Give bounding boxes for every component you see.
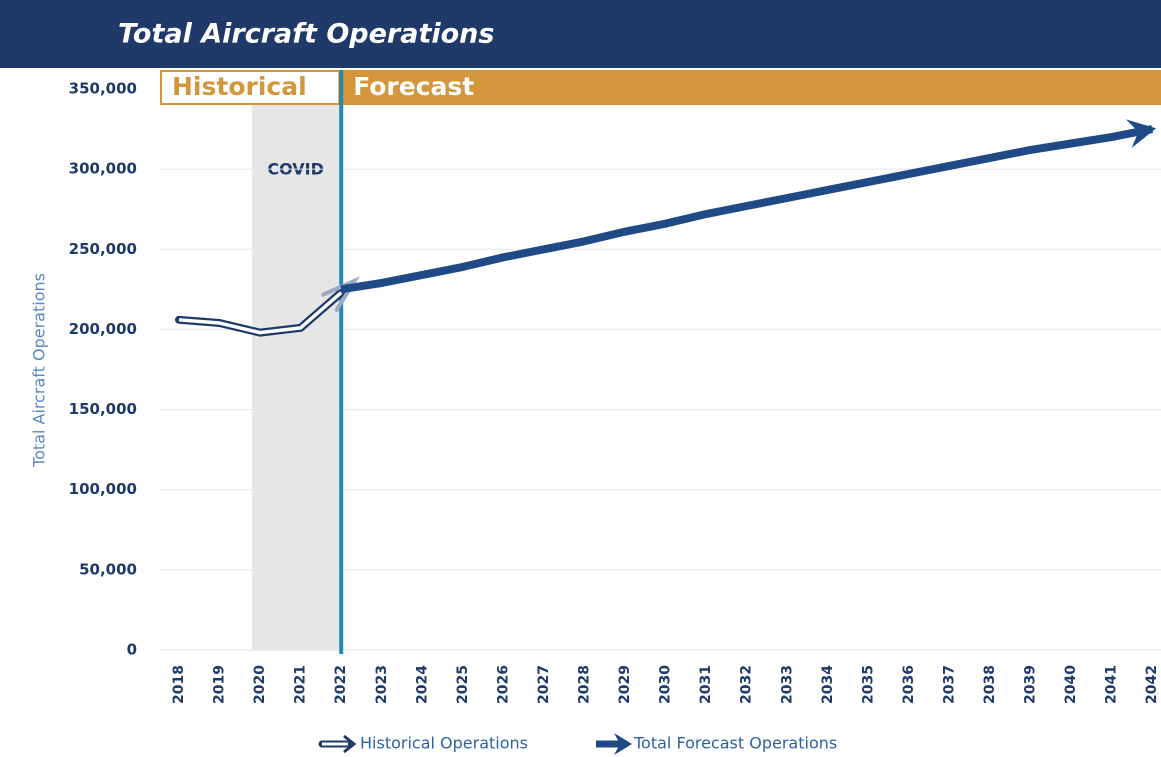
x-tick-label: 2027 [536, 665, 552, 704]
legend-label: Total Forecast Operations [633, 734, 837, 753]
x-tick-label: 2022 [333, 665, 349, 704]
x-tick-label: 2020 [252, 665, 268, 704]
y-tick-label: 200,000 [69, 320, 137, 338]
historical-arrowhead [321, 276, 360, 312]
x-tick-label: 2031 [698, 665, 714, 704]
y-axis-label: Total Aircraft Operations [30, 273, 49, 468]
x-tick-label: 2032 [739, 665, 755, 704]
x-tick-label: 2042 [1144, 665, 1160, 704]
x-tick-label: 2035 [860, 665, 876, 704]
historical-label: Historical [172, 72, 307, 101]
y-tick-label: 50,000 [79, 560, 137, 578]
chart-title: Total Aircraft Operations [118, 19, 494, 50]
forecast-band [341, 70, 1161, 105]
historical-band [160, 70, 341, 105]
covid-shade [252, 105, 340, 650]
y-tick-label: 0 [127, 641, 137, 659]
y-tick-label: 300,000 [69, 160, 137, 178]
legend-icon [343, 734, 357, 754]
x-tick-label: 2030 [658, 665, 674, 704]
historical-line [178, 291, 343, 335]
x-tick-label: 2028 [577, 665, 593, 704]
x-tick-label: 2036 [901, 665, 917, 704]
x-tick-label: 2038 [982, 665, 998, 704]
legend-icon [614, 733, 632, 755]
x-tick-label: 2026 [495, 665, 511, 704]
x-tick-label: 2041 [1104, 665, 1120, 704]
x-tick-label: 2040 [1063, 665, 1079, 704]
legend-label: Historical Operations [360, 734, 528, 753]
forecast-label: Forecast [353, 72, 474, 101]
x-tick-label: 2021 [293, 665, 309, 704]
y-tick-label: 250,000 [69, 240, 137, 258]
forecast-line [340, 125, 1153, 294]
forecast-arrowhead [1125, 119, 1157, 149]
x-tick-label: 2024 [414, 665, 430, 704]
x-tick-label: 2025 [455, 665, 471, 704]
x-tick-label: 2039 [1023, 665, 1039, 704]
x-tick-label: 2033 [779, 665, 795, 704]
x-tick-label: 2034 [820, 665, 836, 704]
x-tick-label: 2019 [212, 665, 228, 704]
x-tick-label: 2037 [941, 665, 957, 704]
x-tick-label: 2029 [617, 665, 633, 704]
x-tick-label: 2018 [171, 665, 187, 704]
y-tick-label: 350,000 [69, 80, 137, 98]
title-banner [0, 0, 1161, 68]
y-tick-label: 100,000 [69, 480, 137, 498]
x-tick-label: 2023 [374, 665, 390, 704]
y-tick-label: 150,000 [69, 400, 137, 418]
